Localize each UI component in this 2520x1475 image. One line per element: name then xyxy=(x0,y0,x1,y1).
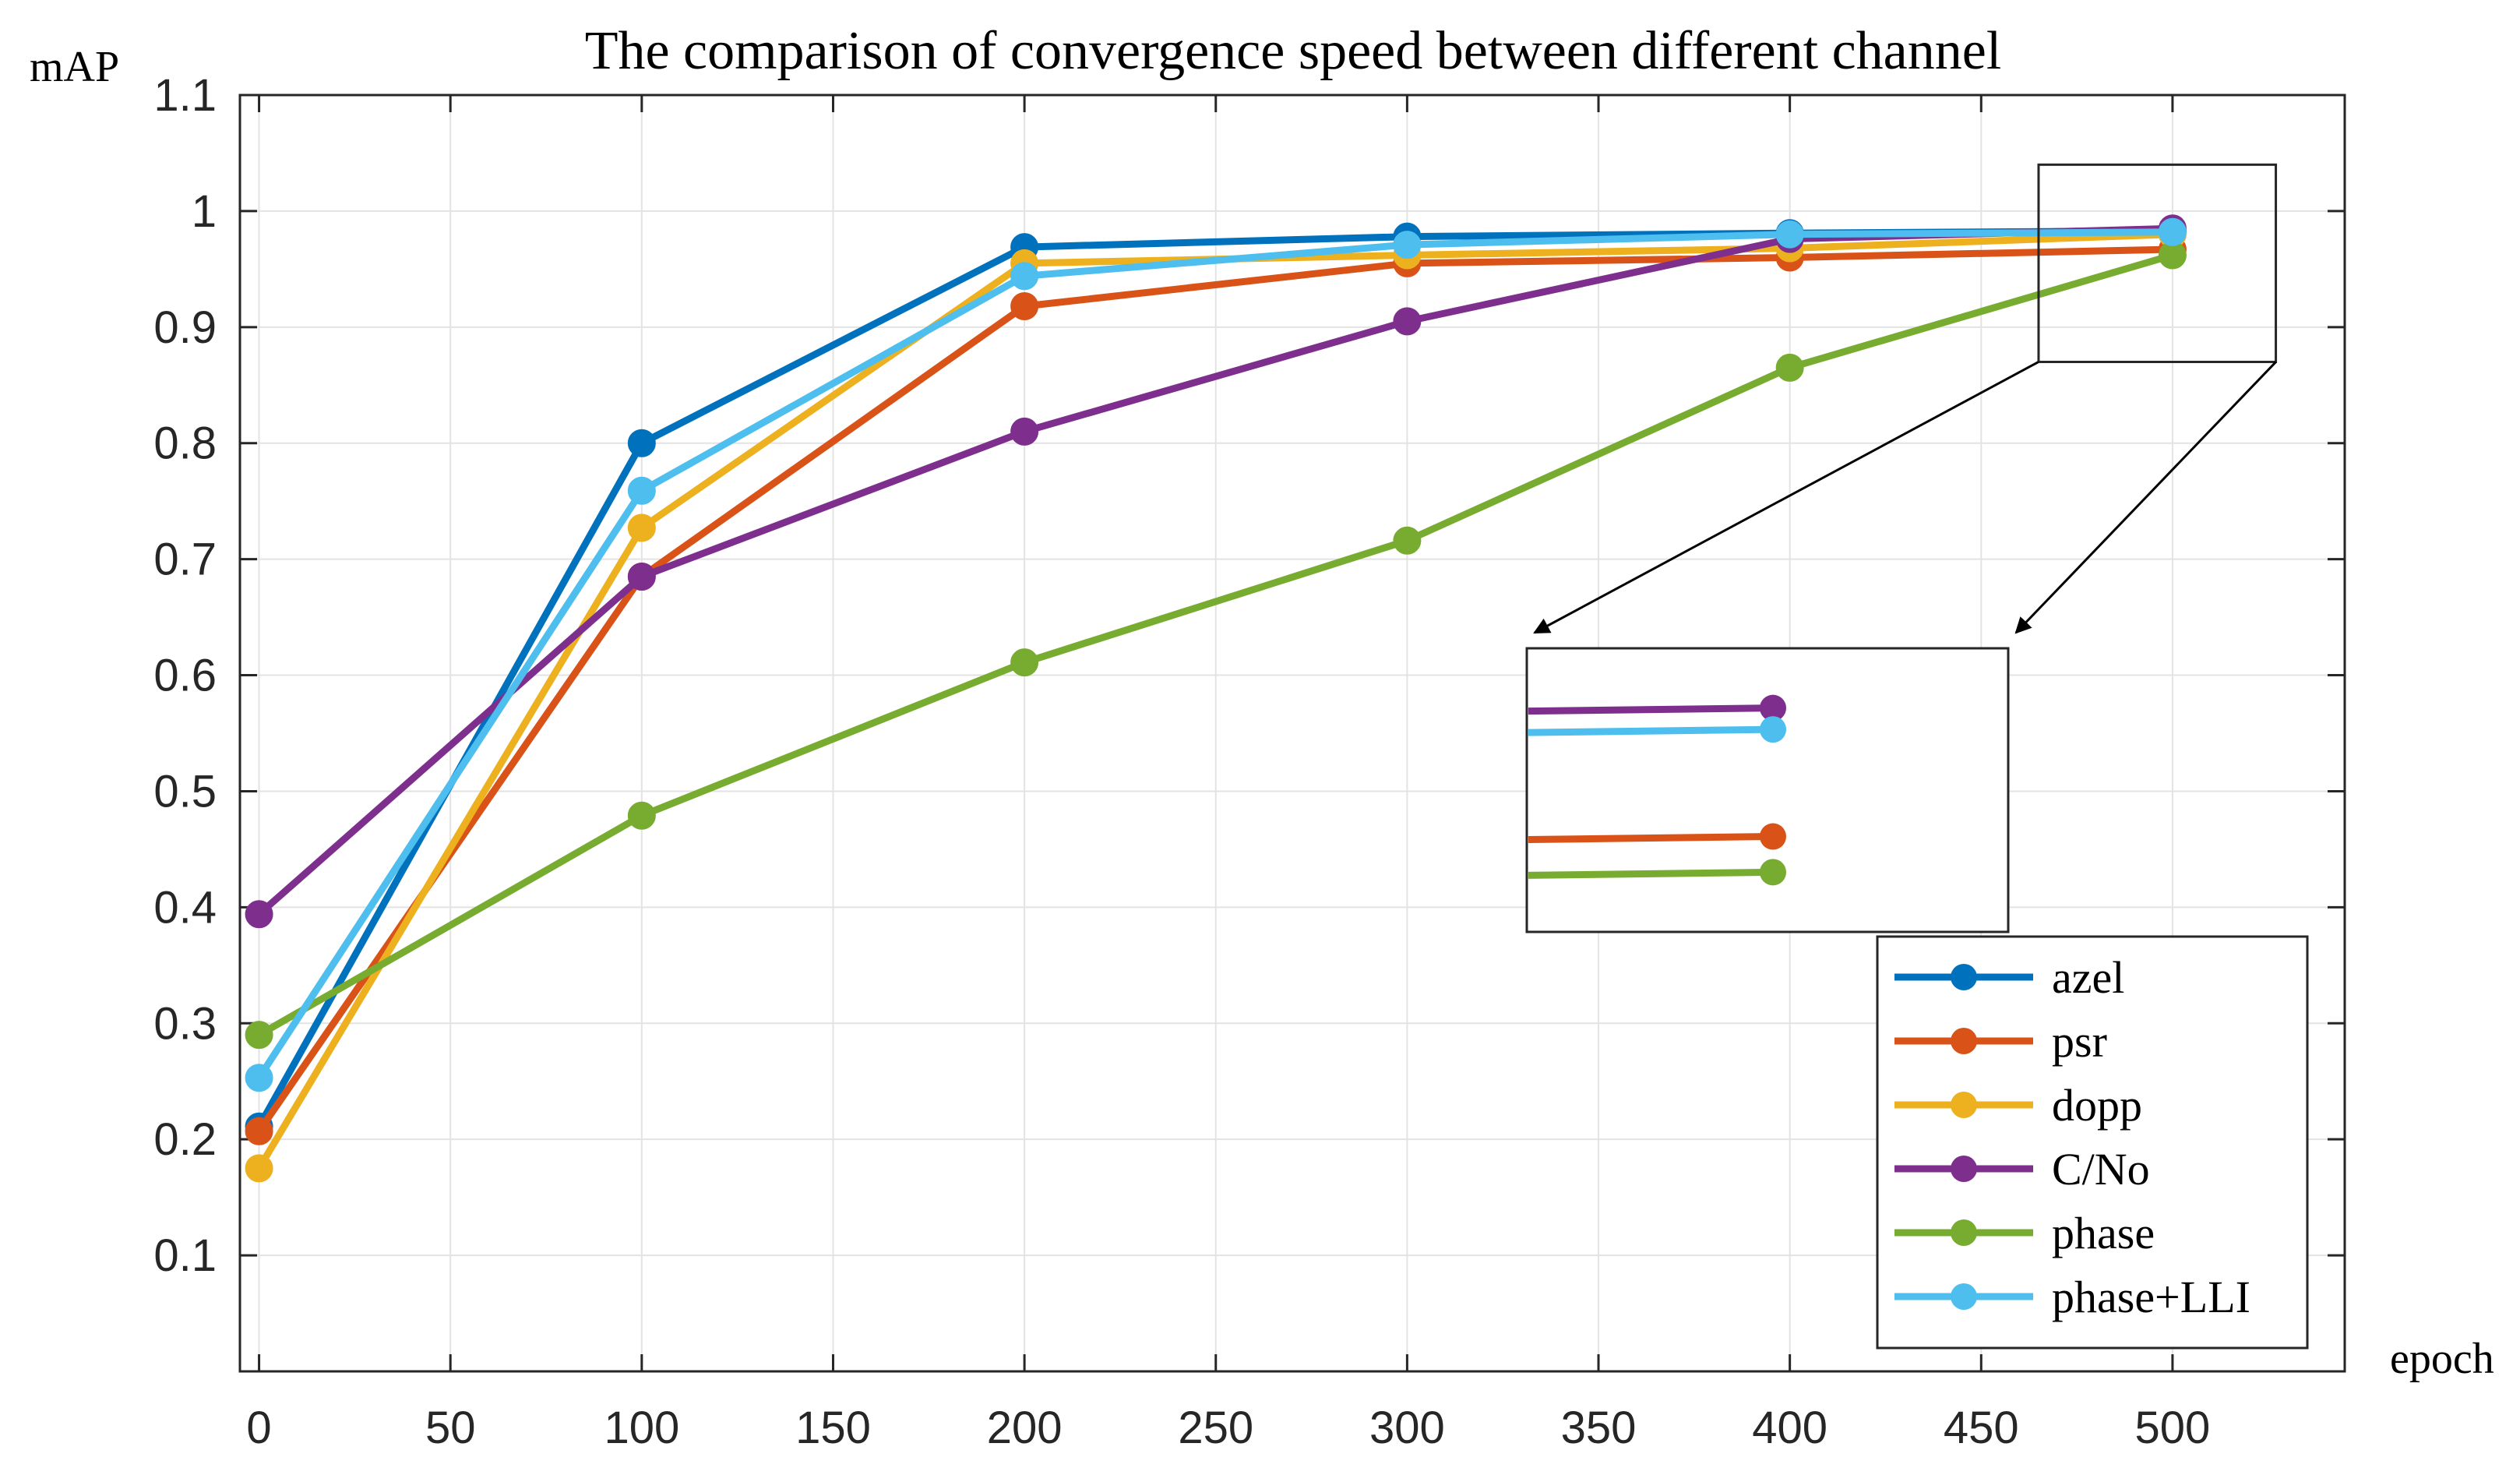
x-tick-label: 200 xyxy=(987,1403,1063,1453)
axes-layer: 0 50 100 150 200 250 300 350 400 450 500 0.1 0.2 0.3 0… xyxy=(153,70,2346,1453)
data-point-phase-lli xyxy=(2158,217,2187,246)
x-tick-label: 50 xyxy=(425,1403,476,1453)
y-tick-label: 0.1 xyxy=(153,1230,217,1281)
legend-swatch-marker-azel xyxy=(1951,964,1977,990)
data-point-phase-lli xyxy=(1010,262,1039,291)
y-tick-label: 1.1 xyxy=(153,70,217,121)
y-tick-label: 1 xyxy=(192,186,217,237)
y-axis-label: mAP xyxy=(30,43,119,91)
legend-swatch-marker-c-no xyxy=(1951,1156,1977,1182)
legend-swatch-marker-psr xyxy=(1951,1028,1977,1054)
series-line-phase xyxy=(257,252,2174,1039)
data-point-dopp xyxy=(245,1154,273,1183)
x-tick-label: 300 xyxy=(1369,1403,1445,1453)
data-point-phase-lli xyxy=(1775,220,1804,249)
y-tick-label: 0.7 xyxy=(153,535,217,585)
legend-swatch-marker-dopp xyxy=(1951,1092,1977,1118)
data-point-c-no xyxy=(1010,417,1039,446)
legend-label-azel: azel xyxy=(2052,952,2124,1003)
x-tick-label: 350 xyxy=(1561,1403,1637,1453)
y-tick-label: 0.8 xyxy=(153,418,217,469)
data-point-phase xyxy=(627,801,656,830)
y-tick-label: 0.2 xyxy=(153,1114,217,1165)
x-tick-label: 500 xyxy=(2135,1403,2211,1453)
legend-label-phase: phase xyxy=(2052,1208,2155,1258)
data-point-phase xyxy=(1775,353,1804,382)
y-tick-label: 0.5 xyxy=(153,766,217,817)
x-tick-label: 150 xyxy=(795,1403,871,1453)
data-point-psr xyxy=(1010,292,1039,321)
x-tick-label: 250 xyxy=(1178,1403,1253,1453)
legend-swatch-marker-phase xyxy=(1951,1219,1977,1246)
y-tick-label: 0.3 xyxy=(153,998,217,1049)
y-tick-label: 0.9 xyxy=(153,302,217,353)
inset-line-psr xyxy=(1528,833,1774,844)
legend-label-psr: psr xyxy=(2052,1016,2107,1067)
inset-line-phase xyxy=(1528,868,1774,879)
axes-box xyxy=(238,94,2346,1373)
data-point-phase xyxy=(1010,648,1039,677)
series-layer xyxy=(245,214,2187,1183)
inset-box xyxy=(1525,647,2010,933)
x-tick-label: 400 xyxy=(1752,1403,1827,1453)
inset-line-c-no xyxy=(1528,704,1774,715)
data-point-c-no xyxy=(1393,307,1422,336)
x-axis-label: epoch xyxy=(2390,1335,2494,1383)
data-point-phase-lli xyxy=(627,476,656,505)
inset-point-phase-lli xyxy=(1760,716,1786,743)
legend-label-c-no: C/No xyxy=(2052,1144,2150,1194)
data-point-c-no xyxy=(245,900,273,929)
x-tick-label: 100 xyxy=(604,1403,679,1453)
x-tick-label: 450 xyxy=(1944,1403,2019,1453)
chart-title: The comparison of convergence speed betw… xyxy=(585,21,2002,81)
legend: azel psr dopp C/No phase phase+LLI xyxy=(1876,935,2309,1350)
inset-point-c-no xyxy=(1760,694,1786,722)
legend-label-phase-lli: phase+LLI xyxy=(2052,1272,2250,1322)
zoom-arrow-right xyxy=(2014,361,2277,634)
data-point-psr xyxy=(245,1117,273,1145)
zoom-region-box xyxy=(2037,163,2278,363)
legend-swatch-marker-phase-lli xyxy=(1951,1283,1977,1310)
y-tick-label: 0.4 xyxy=(153,882,217,933)
data-point-azel xyxy=(627,429,656,457)
data-point-phase-lli xyxy=(245,1064,273,1092)
inset-point-psr xyxy=(1760,823,1786,850)
zoom-annotation xyxy=(1525,163,2278,933)
series-line-phase-lli xyxy=(256,228,2173,1080)
x-tick-label: 0 xyxy=(246,1403,271,1453)
data-point-c-no xyxy=(627,562,656,591)
series-line-psr xyxy=(256,245,2173,1134)
y-tick-label: 0.6 xyxy=(153,651,217,701)
legend-label-dopp: dopp xyxy=(2052,1080,2142,1131)
zoom-arrow-left xyxy=(1533,361,2039,634)
inset-point-phase xyxy=(1760,859,1786,886)
data-point-phase xyxy=(1393,526,1422,555)
data-point-phase-lli xyxy=(1393,231,1422,259)
inset-line-phase-lli xyxy=(1528,725,1774,736)
data-point-phase xyxy=(245,1021,273,1050)
data-point-dopp xyxy=(627,513,656,542)
legend-box xyxy=(1876,935,2309,1350)
